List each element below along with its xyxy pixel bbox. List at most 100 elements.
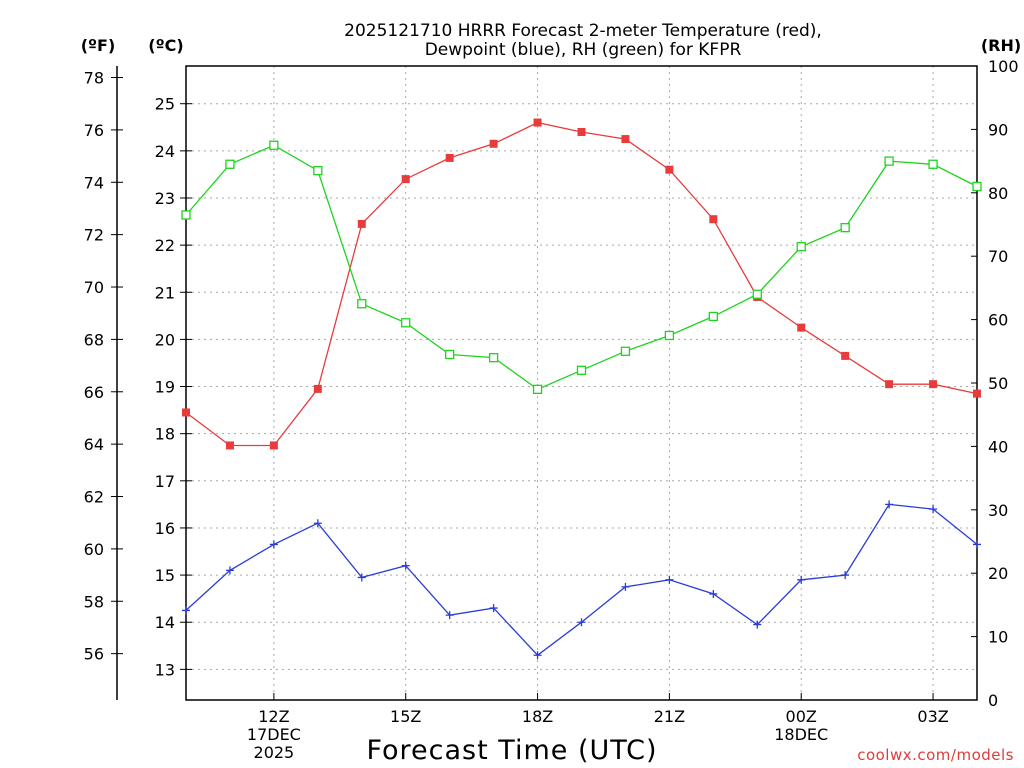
fahrenheit-tick-label: 72	[84, 226, 104, 245]
temperature-point	[313, 384, 322, 393]
rh-point	[884, 156, 894, 166]
rh-tick-label: 10	[988, 628, 1008, 647]
rh-point	[796, 242, 806, 252]
rh-tick-label: 20	[988, 564, 1008, 583]
temperature-point	[973, 389, 981, 398]
dewpoint-point	[709, 589, 718, 598]
temperature-point	[665, 165, 674, 174]
temperature-point	[489, 139, 498, 148]
dewpoint-point	[577, 618, 586, 627]
celsius-tick-label: 16	[155, 519, 175, 538]
series-group	[182, 118, 981, 450]
temperature-point	[269, 441, 278, 450]
x-tick-label: 12Z	[258, 707, 289, 726]
temperature-point	[533, 118, 542, 127]
temperature-point	[401, 175, 410, 184]
temperature-point	[709, 215, 718, 224]
dewpoint-point	[797, 575, 806, 584]
temperature-point	[357, 219, 366, 228]
x-tick-label: 15Z	[390, 707, 421, 726]
rh-tick-label: 0	[988, 691, 998, 710]
dewpoint-point	[445, 611, 454, 620]
plot-frame	[185, 65, 978, 701]
dewpoint-point	[665, 575, 674, 584]
fahrenheit-unit-label: (ºF)	[81, 36, 116, 55]
dewpoint-point	[973, 540, 981, 549]
rh-tick-label: 90	[988, 120, 1008, 139]
rh-tick-label: 100	[988, 57, 1019, 76]
series-group	[181, 140, 982, 394]
celsius-tick-label: 14	[155, 613, 175, 632]
dewpoint-point	[357, 573, 366, 582]
fahrenheit-tick-label: 62	[84, 488, 104, 507]
data-series	[181, 118, 982, 660]
celsius-tick-label: 17	[155, 472, 175, 491]
x-tick-label: 21Z	[654, 707, 685, 726]
rh-point	[401, 318, 411, 328]
temperature-point	[929, 380, 938, 389]
rh-point	[928, 159, 938, 169]
series-group	[182, 500, 981, 660]
rh-point	[313, 165, 323, 176]
rh-tick-label: 80	[988, 184, 1008, 203]
x-tick-label: 03Z	[917, 707, 948, 726]
x-tick-label: 17DEC	[247, 725, 301, 744]
dewpoint-point	[225, 566, 234, 575]
x-axis-label: Forecast Time (UTC)	[366, 735, 657, 766]
source-credit: coolwx.com/models	[857, 746, 1014, 764]
dewpoint-point	[533, 651, 542, 660]
rh-point	[620, 346, 631, 356]
celsius-tick-label: 24	[155, 142, 175, 161]
rh-point	[225, 159, 235, 169]
celsius-tick-label: 13	[155, 660, 175, 679]
dewpoint-point	[753, 620, 762, 629]
dewpoint-point	[929, 505, 938, 514]
temperature-point	[182, 408, 190, 417]
rh-point	[972, 181, 982, 192]
gridlines	[186, 66, 977, 700]
temperature-point	[445, 153, 454, 162]
temperature-point	[225, 441, 234, 450]
celsius-tick-label: 23	[155, 189, 175, 208]
dewpoint-point	[885, 500, 894, 509]
fahrenheit-tick-label: 60	[84, 540, 104, 559]
celsius-tick-label: 25	[155, 95, 175, 114]
temperature-point	[797, 323, 806, 332]
celsius-unit-label: (ºC)	[148, 36, 183, 55]
dewpoint-point	[489, 604, 498, 613]
rh-point	[708, 311, 718, 322]
rh-point	[357, 299, 367, 309]
temperature-point	[885, 380, 894, 389]
temperature-point	[841, 351, 850, 360]
fahrenheit-tick-label: 70	[84, 278, 104, 297]
dewpoint-point	[269, 540, 278, 549]
rh-tick-label: 70	[988, 247, 1008, 266]
temperature-point	[621, 135, 630, 144]
celsius-tick-label: 19	[155, 378, 175, 397]
rh-point	[445, 349, 455, 360]
rh-point	[840, 223, 850, 233]
rh-point	[752, 289, 762, 299]
celsius-tick-label: 18	[155, 425, 175, 444]
fahrenheit-tick-label: 58	[84, 592, 104, 611]
rh-point	[181, 210, 191, 220]
rh-point	[532, 384, 543, 394]
rh-point	[488, 352, 499, 363]
rh-point	[269, 140, 279, 150]
chart-title-line1: 2025121710 HRRR Forecast 2-meter Tempera…	[344, 21, 822, 41]
rh-tick-label: 40	[988, 437, 1008, 456]
dewpoint-point	[621, 582, 630, 591]
dewpoint-point	[401, 561, 410, 570]
series-line	[185, 121, 978, 447]
rh-point	[664, 330, 675, 341]
x-tick-label: 18Z	[522, 707, 553, 726]
temperature-point	[577, 127, 586, 136]
fahrenheit-tick-label: 78	[84, 69, 104, 88]
celsius-tick-label: 21	[155, 283, 175, 302]
rh-tick-label: 30	[988, 501, 1008, 520]
x-tick-label: 18DEC	[774, 725, 828, 744]
dewpoint-point	[313, 519, 322, 528]
dewpoint-point	[841, 571, 850, 580]
celsius-tick-label: 22	[155, 236, 175, 255]
